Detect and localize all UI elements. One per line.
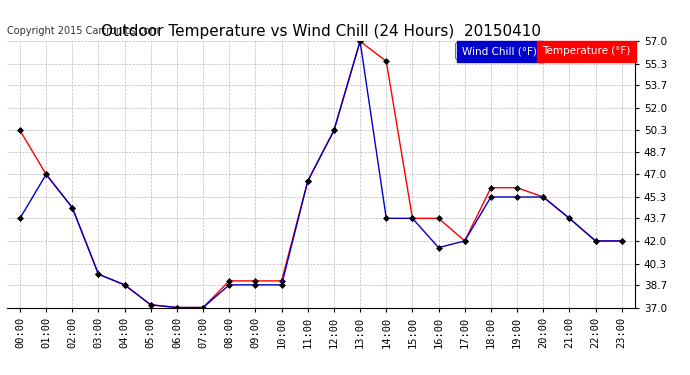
Title: Outdoor Temperature vs Wind Chill (24 Hours)  20150410: Outdoor Temperature vs Wind Chill (24 Ho… (101, 24, 541, 39)
Text: Copyright 2015 Cartronics.com: Copyright 2015 Cartronics.com (7, 26, 159, 36)
Legend: Wind Chill (°F), Temperature (°F): Wind Chill (°F), Temperature (°F) (455, 42, 633, 59)
